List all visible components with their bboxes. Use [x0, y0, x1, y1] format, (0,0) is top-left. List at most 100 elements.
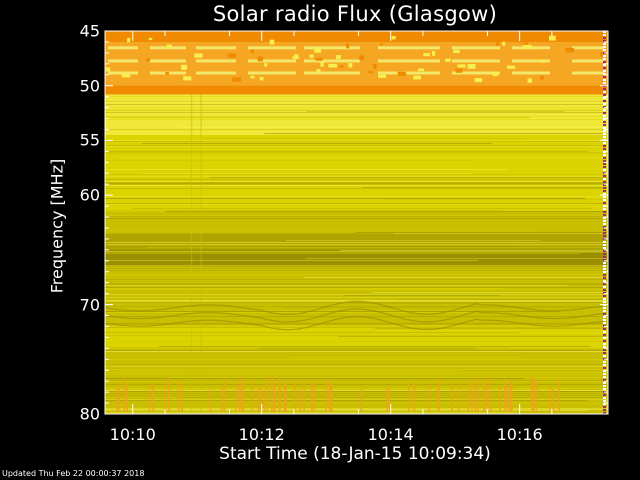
- texture-streak: [105, 121, 608, 122]
- y-axis-label: Frequency [MHz]: [47, 158, 67, 294]
- emission-stripe: [196, 59, 236, 63]
- interference-spike: [477, 377, 479, 412]
- texture-streak: [105, 297, 608, 298]
- texture-streak: [268, 224, 608, 225]
- texture-streak: [262, 310, 470, 311]
- plot-frame: [104, 30, 609, 415]
- edge-speckle: [603, 55, 606, 57]
- edge-speckle: [603, 412, 606, 414]
- texture-streak: [372, 292, 608, 293]
- texture-streak: [105, 188, 608, 189]
- edge-speckle: [603, 133, 606, 135]
- interference-spike: [504, 377, 506, 412]
- texture-streak: [105, 260, 479, 261]
- texture-streak: [105, 361, 608, 362]
- edge-speckle: [603, 127, 606, 129]
- texture-streak: [126, 326, 608, 327]
- edge-speckle: [603, 64, 606, 66]
- edge-speckle: [603, 289, 606, 291]
- edge-speckle: [603, 82, 606, 84]
- texture-streak: [304, 277, 608, 278]
- y-tick-label: 55: [79, 130, 100, 150]
- texture-streak: [105, 283, 608, 284]
- interference-spike: [458, 382, 460, 412]
- texture-streak: [132, 208, 593, 209]
- interference-spike: [499, 385, 501, 412]
- emission-speck: [413, 75, 422, 80]
- emission-speck: [292, 56, 300, 59]
- spectrogram-band: [105, 31, 608, 43]
- edge-speckle: [603, 388, 606, 390]
- texture-streak: [105, 384, 608, 385]
- emission-stripe: [196, 71, 236, 75]
- interference-spike: [428, 383, 431, 412]
- emission-stripe: [304, 59, 360, 63]
- interference-spike: [259, 386, 262, 412]
- interference-spike: [164, 378, 167, 412]
- edge-speckle: [603, 313, 606, 315]
- texture-streak: [105, 185, 608, 186]
- texture-streak: [105, 288, 504, 289]
- texture-streak: [105, 359, 608, 360]
- texture-streak: [285, 240, 542, 241]
- texture-streak: [105, 272, 608, 273]
- texture-streak: [105, 325, 608, 326]
- edge-speckle: [603, 283, 606, 285]
- texture-streak: [148, 330, 608, 331]
- texture-streak: [105, 380, 608, 381]
- edge-speckle: [603, 250, 606, 252]
- emission-speck: [227, 53, 237, 58]
- interference-spike: [549, 386, 551, 412]
- texture-streak: [105, 204, 586, 205]
- spectrogram-band: [105, 233, 608, 251]
- edge-speckle: [603, 34, 606, 36]
- chart-title: Solar radio Flux (Glasgow): [212, 2, 498, 26]
- emission-speck: [492, 71, 498, 77]
- emission-speck: [523, 42, 529, 47]
- texture-streak: [105, 347, 509, 348]
- emission-speck: [457, 64, 466, 68]
- texture-streak: [105, 313, 520, 314]
- texture-streak: [340, 250, 608, 251]
- emission-stripe: [248, 71, 296, 75]
- texture-streak: [116, 341, 609, 342]
- edge-speckle: [603, 100, 606, 102]
- texture-streak: [105, 374, 608, 375]
- texture-streak: [105, 183, 608, 184]
- texture-streak: [105, 409, 608, 410]
- edge-speckle: [603, 187, 606, 189]
- emission-speck: [264, 62, 268, 67]
- interference-spike: [510, 381, 512, 412]
- texture-streak: [117, 157, 608, 158]
- texture-streak: [105, 149, 608, 150]
- interference-spike: [123, 378, 125, 412]
- interference-spike: [241, 375, 243, 412]
- emission-speck: [519, 38, 524, 43]
- texture-streak: [375, 328, 608, 329]
- texture-streak: [105, 284, 608, 285]
- emission-speck: [453, 49, 460, 54]
- interference-spike: [558, 379, 560, 412]
- interference-spike: [437, 378, 440, 412]
- texture-streak: [105, 147, 498, 148]
- emission-speck: [127, 37, 131, 43]
- emission-stripe: [248, 46, 296, 50]
- interference-spike: [408, 381, 410, 412]
- texture-streak: [338, 336, 608, 337]
- texture-streak: [105, 332, 520, 333]
- emission-speck: [105, 67, 111, 72]
- texture-streak: [305, 258, 608, 259]
- emission-speck: [148, 37, 153, 41]
- texture-streak: [105, 287, 608, 288]
- interference-spike: [263, 388, 266, 412]
- texture-streak: [105, 215, 608, 216]
- emission-speck: [314, 47, 322, 53]
- edge-speckle: [603, 298, 606, 300]
- texture-streak: [142, 173, 471, 174]
- interference-spike: [148, 384, 151, 412]
- interference-spike: [273, 386, 276, 412]
- emission-speck: [540, 75, 544, 80]
- texture-streak: [106, 244, 608, 245]
- texture-streak: [105, 230, 538, 231]
- interference-spike: [223, 377, 226, 412]
